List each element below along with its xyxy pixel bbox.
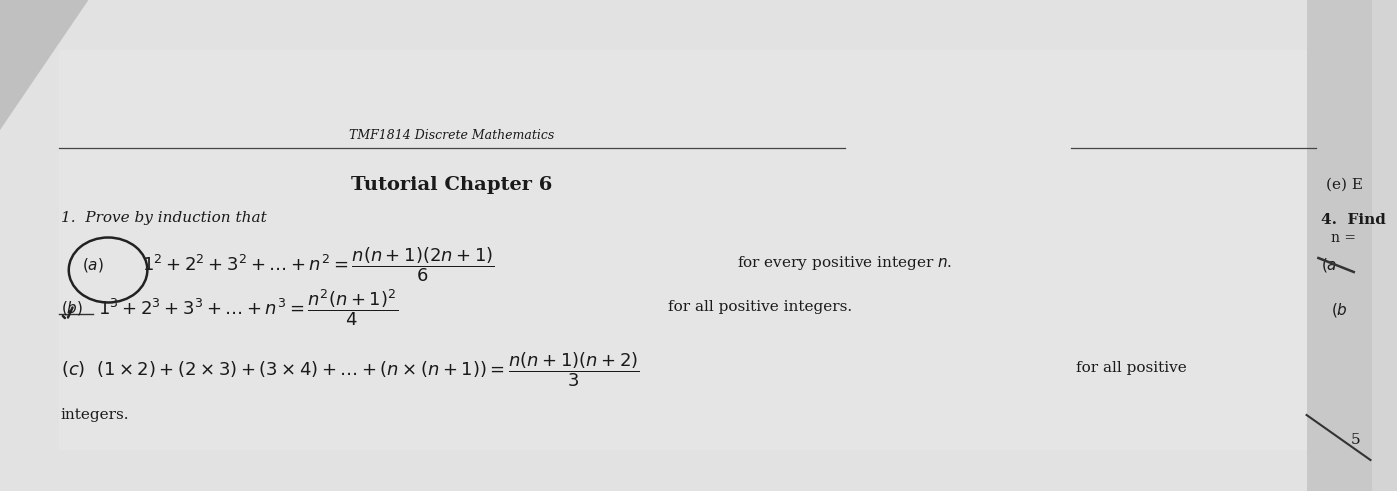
Text: 4.  Find: 4. Find xyxy=(1322,213,1386,227)
Text: for all positive: for all positive xyxy=(1076,361,1186,375)
Text: $1^3 + 2^3 + 3^3 + \ldots + n^3 = \dfrac{n^2(n+1)^2}{4}$: $1^3 + 2^3 + 3^3 + \ldots + n^3 = \dfrac… xyxy=(98,288,398,328)
Text: integers.: integers. xyxy=(61,408,130,422)
Text: $(b$: $(b$ xyxy=(1331,301,1348,319)
Text: $(a)$: $(a)$ xyxy=(81,256,103,274)
Polygon shape xyxy=(0,0,88,130)
Bar xyxy=(59,50,1316,450)
Text: $1^2 + 2^2 + 3^2 + \ldots + n^2 = \dfrac{n(n+1)(2n+1)}{6}$: $1^2 + 2^2 + 3^2 + \ldots + n^2 = \dfrac… xyxy=(142,246,495,284)
Text: 1.  Prove by induction that: 1. Prove by induction that xyxy=(61,211,267,225)
Text: $(c)$  $(1 \times 2) + (2 \times 3) + (3 \times 4) + \ldots + (n \times (n+1)) =: $(c)$ $(1 \times 2) + (2 \times 3) + (3 … xyxy=(61,351,640,389)
Text: (e) E: (e) E xyxy=(1326,178,1363,192)
Bar xyxy=(1306,0,1372,491)
Text: n =: n = xyxy=(1331,231,1356,245)
Text: $(b)$: $(b)$ xyxy=(61,299,82,317)
Text: for every positive integer $n$.: for every positive integer $n$. xyxy=(736,254,953,272)
Text: TMF1814 Discrete Mathematics: TMF1814 Discrete Mathematics xyxy=(349,129,555,142)
Text: $(a$: $(a$ xyxy=(1322,256,1338,274)
Text: for all positive integers.: for all positive integers. xyxy=(668,300,852,314)
Text: Tutorial Chapter 6: Tutorial Chapter 6 xyxy=(351,176,553,194)
Text: 5: 5 xyxy=(1351,433,1361,447)
